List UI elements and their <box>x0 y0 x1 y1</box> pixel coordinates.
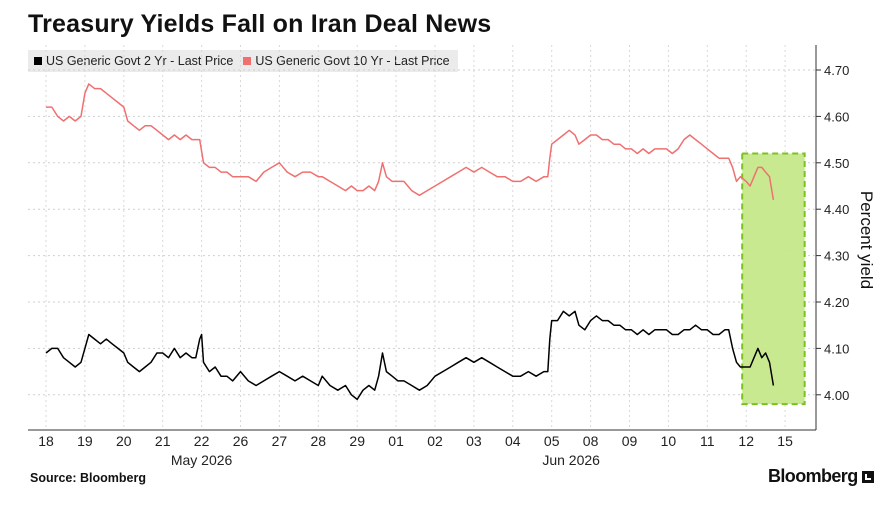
legend-label-2yr: US Generic Govt 2 Yr - Last Price <box>46 54 234 68</box>
month-label-0: May 2026 <box>171 452 233 468</box>
grid <box>28 45 816 430</box>
x-tick-label-18: 12 <box>738 433 754 449</box>
x-tick-label-16: 10 <box>661 433 677 449</box>
legend-item-10yr: US Generic Govt 10 Yr - Last Price <box>243 54 450 68</box>
series-layer <box>45 83 775 401</box>
x-tick-label-15: 09 <box>622 433 638 449</box>
series-line-10yr <box>46 83 775 201</box>
x-tick-label-8: 29 <box>349 433 365 449</box>
x-tick-label-6: 27 <box>272 433 288 449</box>
highlight-box <box>741 152 806 406</box>
x-tick-label-10: 02 <box>427 433 443 449</box>
y-tick-label-5: 4.20 <box>824 295 849 310</box>
legend-label-10yr: US Generic Govt 10 Yr - Last Price <box>255 54 450 68</box>
x-tick-label-19: 15 <box>777 433 793 449</box>
y-tick-label-6: 4.10 <box>824 341 849 356</box>
axis-layer: 4.70 4.60 4.50 4.40 4.30 4.20 4.10 4.00 18 19 20 21… <box>28 45 849 468</box>
x-tick-label-12: 04 <box>505 433 521 449</box>
legend-swatch-2yr <box>34 57 42 65</box>
source-note: Source: Bloomberg <box>30 471 146 485</box>
x-tick-label-3: 21 <box>155 433 171 449</box>
x-tick-label-2: 20 <box>116 433 132 449</box>
y-tick-label-2: 4.50 <box>824 156 849 171</box>
highlight-layer <box>741 152 806 406</box>
bloomberg-mark-icon <box>861 470 874 483</box>
y-tick-label-4: 4.30 <box>824 249 849 264</box>
x-tick-label-1: 19 <box>77 433 93 449</box>
legend: US Generic Govt 2 Yr - Last Price US Gen… <box>28 50 458 72</box>
legend-item-2yr: US Generic Govt 2 Yr - Last Price <box>34 54 233 68</box>
month-label-1: Jun 2026 <box>542 452 600 468</box>
y-tick-label-3: 4.40 <box>824 202 849 217</box>
x-tick-label-0: 18 <box>38 433 54 449</box>
y-tick-label-7: 4.00 <box>824 388 849 403</box>
y-axis-label: Percent yield <box>857 191 876 289</box>
x-tick-label-7: 28 <box>311 433 327 449</box>
series-line-2yr <box>45 310 775 401</box>
x-tick-label-9: 01 <box>388 433 404 449</box>
x-tick-label-5: 26 <box>233 433 249 449</box>
x-tick-label-14: 08 <box>583 433 599 449</box>
legend-swatch-10yr <box>243 57 252 65</box>
y-tick-label-1: 4.60 <box>824 109 849 124</box>
chart-title: Treasury Yields Fall on Iran Deal News <box>28 10 492 38</box>
brand-text: Bloomberg <box>768 466 858 486</box>
x-tick-label-11: 03 <box>466 433 482 449</box>
y-tick-label-0: 4.70 <box>824 63 849 78</box>
x-tick-label-13: 05 <box>544 433 560 449</box>
x-tick-label-4: 22 <box>194 433 210 449</box>
x-tick-label-17: 11 <box>700 433 715 449</box>
bloomberg-logo: Bloomberg <box>768 466 874 487</box>
